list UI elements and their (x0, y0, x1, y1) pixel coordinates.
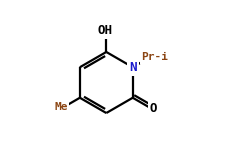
Text: N: N (129, 61, 136, 74)
Text: O: O (150, 102, 157, 115)
Text: Pr-i: Pr-i (141, 52, 168, 62)
Text: OH: OH (98, 24, 113, 37)
Text: Me: Me (54, 102, 68, 112)
